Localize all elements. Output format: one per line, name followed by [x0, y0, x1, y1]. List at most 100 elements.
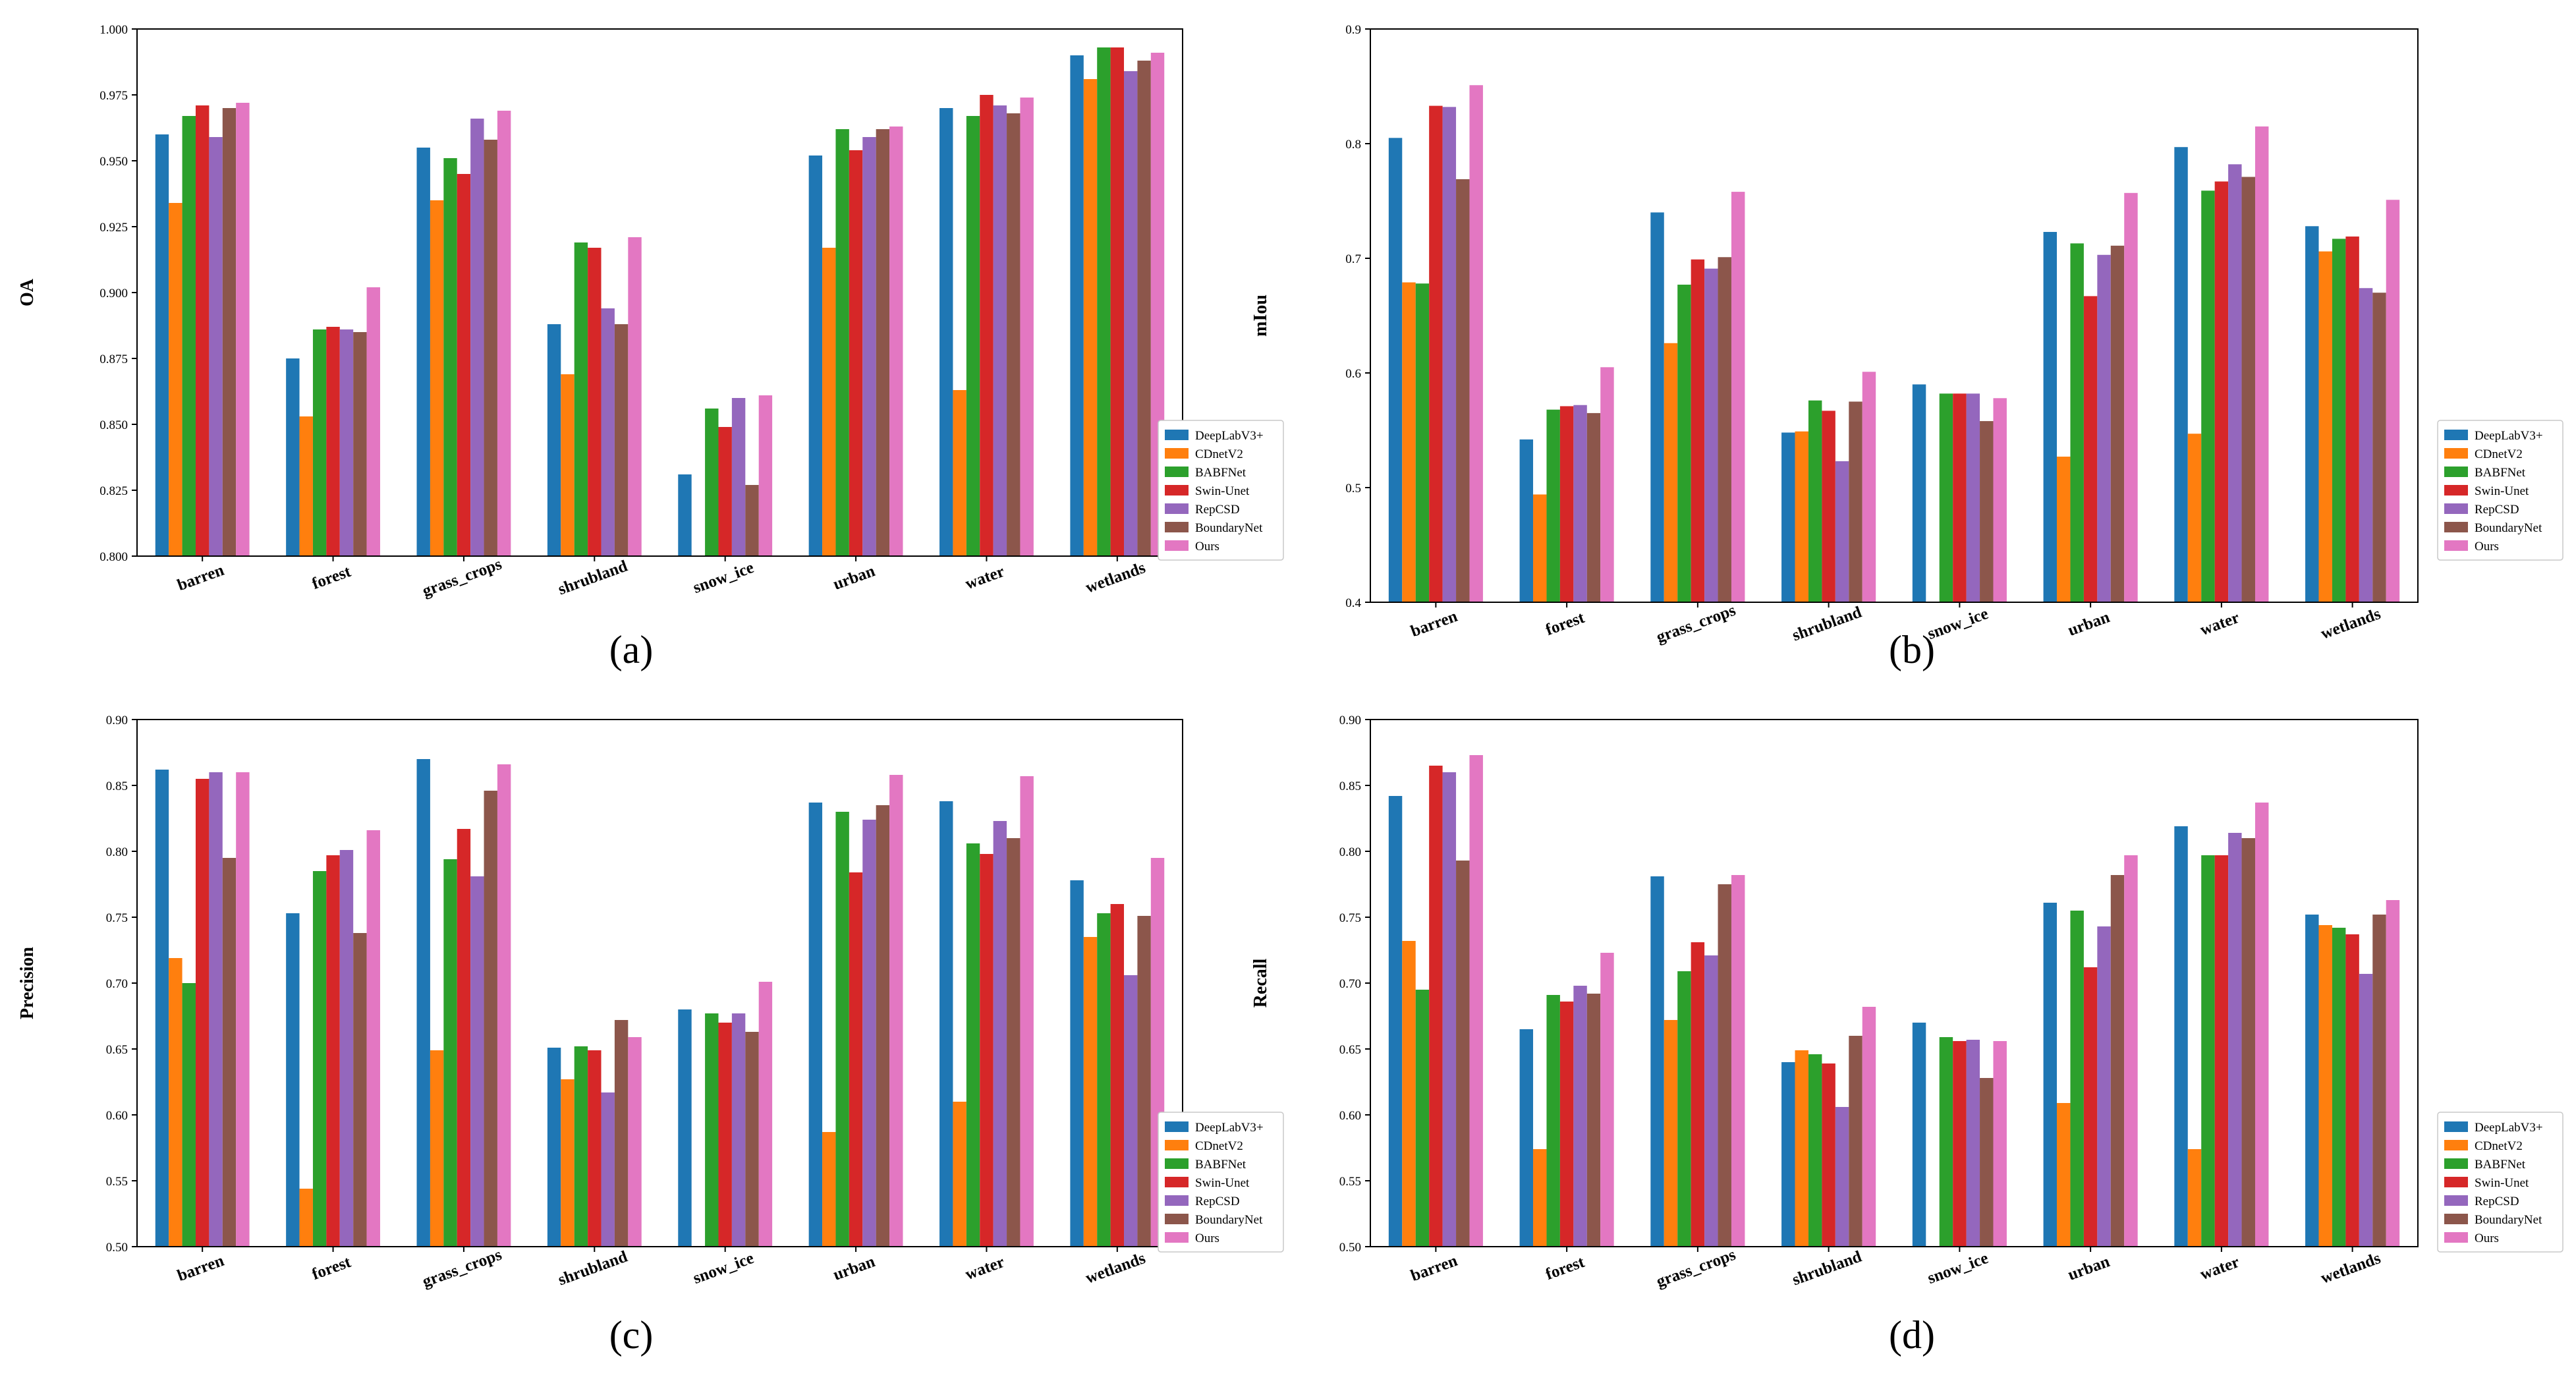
- x-label-b-shrubland: shrubland: [1790, 603, 1864, 644]
- x-label-a-forest: forest: [310, 563, 354, 593]
- bar-d-shrubland-CDnetV2: [1795, 1050, 1808, 1247]
- bar-c-barren-RepCSD: [209, 772, 223, 1247]
- bar-b-snow_ice-DeepLabV3+: [1912, 384, 1926, 602]
- bar-d-forest-Swin-Unet: [1559, 1002, 1574, 1247]
- y-tick-label-d-0: 0.50: [1339, 1241, 1361, 1255]
- bar-a-urban-CDnetV2: [822, 248, 836, 556]
- bar-b-water-BABFNet: [2201, 190, 2215, 603]
- bar-c-snow_ice-DeepLabV3+: [678, 1009, 692, 1247]
- bar-c-grass_crops-RepCSD: [470, 876, 484, 1247]
- legend-label-a-RepCSD: RepCSD: [1195, 503, 1240, 517]
- bar-d-barren-Swin-Unet: [1429, 766, 1443, 1247]
- bar-a-water-Ours: [1020, 98, 1034, 556]
- legend-label-b-RepCSD: RepCSD: [2475, 503, 2519, 517]
- x-label-c-shrubland: shrubland: [556, 1247, 630, 1289]
- bar-a-barren-Ours: [236, 103, 250, 556]
- bar-d-barren-BABFNet: [1415, 990, 1430, 1247]
- legend-label-d-BABFNet: BABFNet: [2475, 1158, 2526, 1172]
- legend-c: DeepLabV3+ CDnetV2 BABFNet Swin-Unet RepCSD B…: [1158, 1112, 1284, 1253]
- y-tick-label-a-3: 0.875: [99, 353, 128, 366]
- legend-swatch-a-Swin-Unet: [1165, 485, 1189, 495]
- bar-a-shrubland-Ours: [628, 237, 642, 556]
- legend-swatch-b-CDnetV2: [2444, 448, 2468, 459]
- bar-b-urban-CDnetV2: [2057, 457, 2071, 602]
- legend-swatch-d-RepCSD: [2444, 1195, 2468, 1206]
- legend-swatch-c-RepCSD: [1165, 1195, 1189, 1206]
- x-label-c-forest: forest: [310, 1253, 354, 1284]
- bar-d-barren-BoundaryNet: [1456, 861, 1470, 1247]
- legend-swatch-d-BoundaryNet: [2444, 1214, 2468, 1224]
- bar-b-wetlands-Ours: [2386, 200, 2400, 602]
- y-tick-label-d-7: 0.85: [1339, 779, 1361, 793]
- bar-b-grass_crops-DeepLabV3+: [1650, 212, 1664, 602]
- bar-d-wetlands-DeepLabV3+: [2305, 915, 2319, 1247]
- bar-d-forest-Ours: [1600, 953, 1614, 1247]
- bar-b-shrubland-BABFNet: [1808, 400, 1822, 602]
- caption-d: (d): [1889, 1313, 1935, 1357]
- legend-label-c-CDnetV2: CDnetV2: [1195, 1139, 1243, 1153]
- x-label-d-urban: urban: [2065, 1253, 2112, 1284]
- x-label-b-barren: barren: [1409, 608, 1460, 640]
- bar-d-wetlands-RepCSD: [2359, 974, 2373, 1247]
- bar-b-wetlands-BoundaryNet: [2372, 293, 2386, 602]
- bar-c-water-Swin-Unet: [980, 854, 994, 1247]
- bar-c-barren-BoundaryNet: [222, 858, 237, 1247]
- bar-d-urban-BoundaryNet: [2110, 875, 2125, 1247]
- bar-b-shrubland-RepCSD: [1835, 461, 1849, 602]
- bar-d-grass_crops-RepCSD: [1704, 955, 1718, 1247]
- y-tick-label-a-6: 0.950: [99, 155, 128, 169]
- bar-b-forest-BoundaryNet: [1586, 412, 1601, 602]
- legend-label-d-CDnetV2: CDnetV2: [2475, 1139, 2523, 1153]
- plot-frame-b: [1370, 28, 2419, 603]
- bar-a-shrubland-DeepLabV3+: [547, 324, 561, 556]
- legend-label-b-BABFNet: BABFNet: [2475, 466, 2526, 480]
- bar-c-snow_ice-BABFNet: [705, 1013, 719, 1247]
- legend-label-d-DeepLabV3+: DeepLabV3+: [2475, 1121, 2543, 1135]
- y-tick-label-b-5: 0.9: [1345, 23, 1361, 37]
- legend-swatch-b-Swin-Unet: [2444, 485, 2468, 495]
- bar-b-forest-Ours: [1600, 367, 1614, 602]
- bar-a-forest-RepCSD: [339, 329, 354, 556]
- legend-swatch-b-BoundaryNet: [2444, 522, 2468, 532]
- bar-d-barren-DeepLabV3+: [1388, 796, 1403, 1247]
- bar-a-barren-Swin-Unet: [195, 105, 210, 556]
- bar-b-grass_crops-Ours: [1731, 192, 1745, 603]
- bar-d-shrubland-RepCSD: [1835, 1107, 1849, 1247]
- y-tick-label-c-7: 0.85: [106, 779, 128, 793]
- bar-a-water-RepCSD: [993, 105, 1007, 556]
- bar-b-snow_ice-Swin-Unet: [1953, 393, 1967, 602]
- y-ticks-c: 0.50 0.55 0.60 0.65 0.70 0.75 0.80 0.85 0.90: [106, 714, 137, 1255]
- x-label-b-water: water: [2198, 609, 2242, 639]
- bar-d-forest-BoundaryNet: [1586, 994, 1601, 1247]
- y-tick-label-b-4: 0.8: [1345, 138, 1361, 152]
- legend-label-c-BoundaryNet: BoundaryNet: [1195, 1213, 1263, 1227]
- bar-b-water-DeepLabV3+: [2174, 147, 2188, 603]
- bar-b-water-BoundaryNet: [2241, 177, 2255, 603]
- bar-d-water-Ours: [2254, 803, 2269, 1247]
- x-label-b-forest: forest: [1543, 609, 1587, 639]
- bar-a-water-Swin-Unet: [980, 95, 994, 556]
- bar-a-grass_crops-CDnetV2: [430, 200, 444, 556]
- bar-c-wetlands-BABFNet: [1097, 913, 1111, 1247]
- bar-b-barren-Ours: [1469, 85, 1483, 602]
- bar-b-shrubland-Ours: [1862, 372, 1876, 602]
- bar-c-water-BoundaryNet: [1007, 838, 1021, 1247]
- y-tick-label-c-4: 0.70: [106, 977, 128, 991]
- bar-c-barren-DeepLabV3+: [155, 770, 169, 1247]
- bar-c-snow_ice-BoundaryNet: [745, 1032, 759, 1247]
- y-ticks-b: 0.4 0.5 0.6 0.7 0.8 0.9: [1345, 23, 1370, 610]
- x-label-d-shrubland: shrubland: [1790, 1247, 1864, 1289]
- bar-c-forest-DeepLabV3+: [286, 913, 300, 1247]
- bar-c-wetlands-CDnetV2: [1083, 937, 1098, 1247]
- bar-d-shrubland-DeepLabV3+: [1781, 1062, 1795, 1247]
- bar-c-grass_crops-Ours: [497, 764, 511, 1247]
- bar-c-shrubland-BoundaryNet: [614, 1020, 629, 1247]
- bar-a-water-BoundaryNet: [1007, 113, 1021, 556]
- legend-swatch-c-Ours: [1165, 1232, 1189, 1243]
- legend-a: DeepLabV3+ CDnetV2 BABFNet Swin-Unet RepCSD B…: [1158, 420, 1284, 561]
- bar-d-forest-DeepLabV3+: [1519, 1029, 1534, 1247]
- x-label-a-water: water: [963, 563, 1007, 593]
- bar-c-wetlands-RepCSD: [1124, 975, 1138, 1247]
- bars-c: [155, 759, 1165, 1247]
- y-tick-label-a-4: 0.900: [99, 287, 128, 300]
